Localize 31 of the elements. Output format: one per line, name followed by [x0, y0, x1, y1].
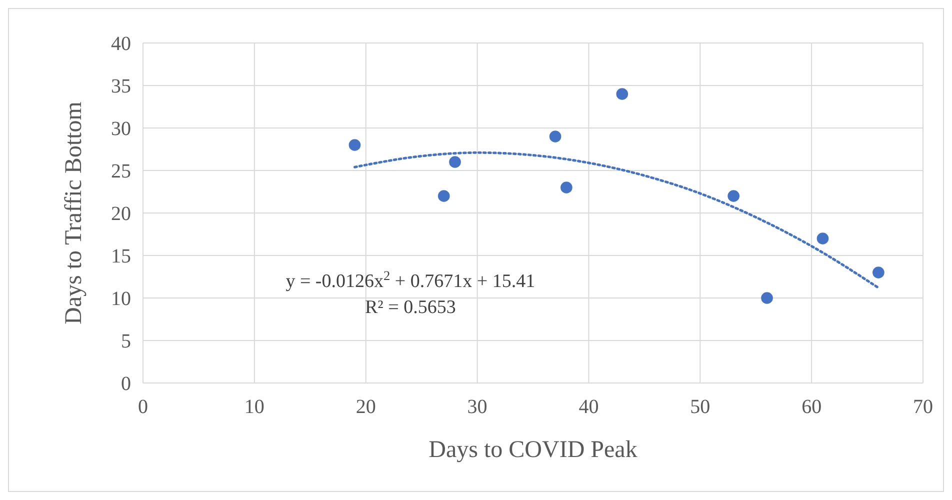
y-tick-label: 35: [111, 76, 131, 98]
point: [549, 130, 562, 142]
x-tick-label: 30: [467, 396, 488, 418]
point: [728, 190, 740, 202]
point: [560, 182, 572, 194]
y-tick-label: 30: [111, 118, 131, 140]
x-tick-label: 40: [578, 396, 599, 418]
y-tick-label: 40: [111, 33, 131, 55]
x-tick-label: 50: [690, 396, 710, 418]
x-tick-label: 60: [802, 396, 822, 418]
point: [438, 190, 450, 202]
point: [761, 292, 773, 304]
x-axis-title: Days to COVID Peak: [428, 437, 638, 463]
point: [449, 156, 461, 168]
x-tick-label: 0: [138, 396, 148, 418]
y-tick-label: 10: [111, 288, 131, 310]
annotation: y = -0.0126x$^{2}$ + 0.7671x + 15.41: [286, 268, 536, 292]
point: [616, 88, 628, 100]
y-tick-label: 15: [111, 246, 131, 268]
y-tick-label: 5: [121, 330, 131, 352]
x-tick-label: 20: [356, 396, 376, 418]
point: [872, 266, 884, 278]
point: [816, 232, 829, 244]
annotation: R² = 0.5653: [365, 297, 456, 318]
x-tick-label: 70: [913, 396, 933, 418]
y-axis-title: Days to Traffic Bottom: [61, 101, 87, 324]
y-tick-label: 25: [111, 160, 131, 182]
y-tick-label: 0: [121, 373, 131, 395]
x-tick-label: 10: [244, 396, 264, 418]
point: [348, 139, 361, 151]
y-tick-label: 20: [111, 203, 131, 225]
